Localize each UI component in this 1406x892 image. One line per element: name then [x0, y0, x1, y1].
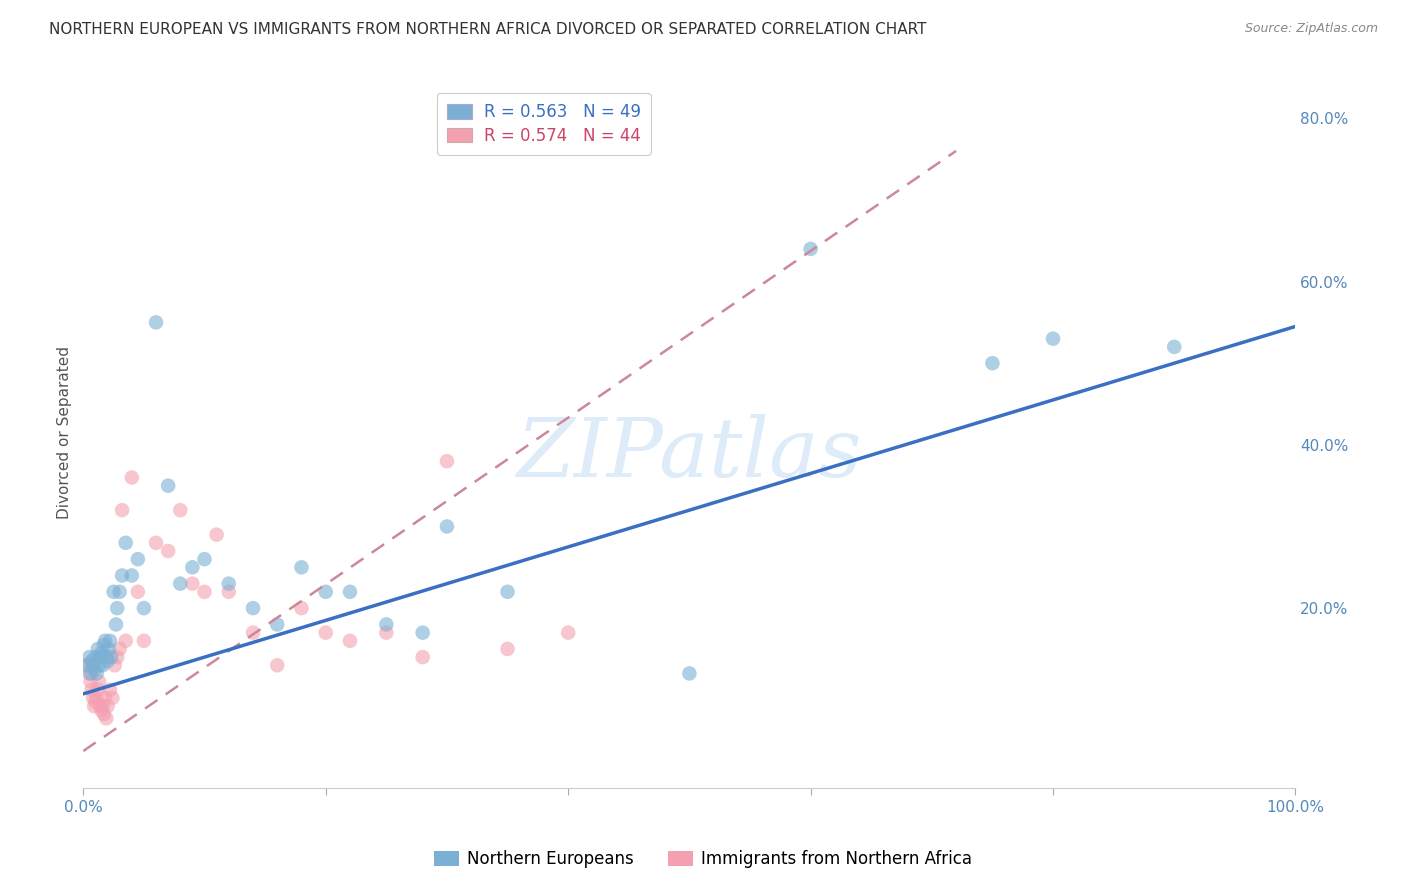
Legend: R = 0.563   N = 49, R = 0.574   N = 44: R = 0.563 N = 49, R = 0.574 N = 44	[437, 93, 651, 154]
Point	[108, 584, 131, 599]
Point	[242, 625, 264, 640]
Point	[90, 703, 112, 717]
Point	[96, 711, 118, 725]
Point	[205, 527, 228, 541]
Point	[105, 617, 128, 632]
Point	[436, 454, 458, 468]
Y-axis label: Divorced or Separated: Divorced or Separated	[58, 346, 72, 519]
Point	[89, 699, 111, 714]
Point	[145, 315, 167, 329]
Point	[84, 650, 107, 665]
Point	[94, 633, 117, 648]
Point	[93, 707, 115, 722]
Point	[339, 633, 361, 648]
Point	[496, 642, 519, 657]
Point	[114, 633, 136, 648]
Point	[76, 658, 98, 673]
Point	[94, 690, 117, 705]
Text: Source: ZipAtlas.com: Source: ZipAtlas.com	[1244, 22, 1378, 36]
Legend: Northern Europeans, Immigrants from Northern Africa: Northern Europeans, Immigrants from Nort…	[427, 844, 979, 875]
Point	[111, 568, 134, 582]
Point	[290, 601, 312, 615]
Point	[121, 568, 143, 582]
Point	[127, 552, 149, 566]
Point	[91, 699, 114, 714]
Point	[1163, 340, 1185, 354]
Point	[101, 690, 124, 705]
Point	[79, 666, 101, 681]
Point	[97, 642, 120, 657]
Point	[90, 646, 112, 660]
Point	[83, 699, 105, 714]
Point	[169, 576, 191, 591]
Point	[127, 584, 149, 599]
Point	[121, 470, 143, 484]
Point	[145, 536, 167, 550]
Point	[87, 682, 110, 697]
Point	[266, 617, 288, 632]
Point	[89, 650, 111, 665]
Point	[82, 690, 104, 705]
Point	[80, 654, 103, 668]
Point	[1042, 332, 1064, 346]
Point	[132, 633, 155, 648]
Point	[87, 658, 110, 673]
Point	[181, 576, 204, 591]
Point	[105, 601, 128, 615]
Point	[103, 584, 125, 599]
Point	[375, 617, 398, 632]
Point	[87, 674, 110, 689]
Point	[86, 666, 108, 681]
Point	[82, 658, 104, 673]
Point	[496, 584, 519, 599]
Point	[105, 650, 128, 665]
Point	[557, 625, 579, 640]
Point	[193, 552, 215, 566]
Point	[114, 536, 136, 550]
Point	[157, 544, 180, 558]
Point	[218, 584, 240, 599]
Point	[96, 654, 118, 668]
Point	[169, 503, 191, 517]
Point	[79, 650, 101, 665]
Point	[315, 625, 337, 640]
Point	[157, 478, 180, 492]
Text: NORTHERN EUROPEAN VS IMMIGRANTS FROM NORTHERN AFRICA DIVORCED OR SEPARATED CORRE: NORTHERN EUROPEAN VS IMMIGRANTS FROM NOR…	[49, 22, 927, 37]
Point	[104, 658, 127, 673]
Point	[266, 658, 288, 673]
Point	[87, 642, 110, 657]
Point	[84, 695, 107, 709]
Point	[79, 674, 101, 689]
Point	[412, 625, 434, 640]
Point	[981, 356, 1004, 370]
Point	[800, 242, 823, 256]
Point	[181, 560, 204, 574]
Point	[242, 601, 264, 615]
Point	[375, 625, 398, 640]
Point	[86, 690, 108, 705]
Point	[339, 584, 361, 599]
Point	[80, 682, 103, 697]
Point	[436, 519, 458, 533]
Point	[98, 633, 121, 648]
Point	[100, 650, 122, 665]
Point	[193, 584, 215, 599]
Point	[96, 699, 118, 714]
Point	[98, 682, 121, 697]
Text: ZIPatlas: ZIPatlas	[516, 414, 862, 494]
Point	[111, 503, 134, 517]
Point	[83, 662, 105, 676]
Point	[79, 666, 101, 681]
Point	[678, 666, 700, 681]
Point	[290, 560, 312, 574]
Point	[108, 642, 131, 657]
Point	[76, 658, 98, 673]
Point	[96, 650, 118, 665]
Point	[218, 576, 240, 591]
Point	[132, 601, 155, 615]
Point	[315, 584, 337, 599]
Point	[412, 650, 434, 665]
Point	[91, 658, 114, 673]
Point	[93, 638, 115, 652]
